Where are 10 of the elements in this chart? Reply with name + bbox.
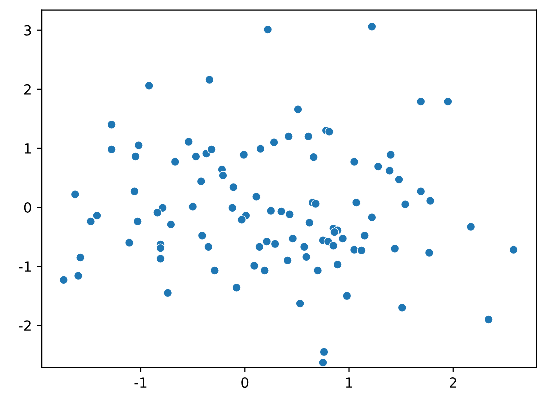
y-tick-label: 2	[24, 84, 31, 95]
y-tick-label: 1	[25, 144, 32, 154]
x-tick-label: 1	[346, 378, 352, 388]
x-tick-label: 0	[242, 378, 249, 388]
x-tick-label: -1	[134, 378, 147, 388]
y-tick-label: 0	[24, 202, 32, 214]
y-tick-label: 3	[24, 25, 32, 36]
y-tick-label: -1	[19, 262, 32, 272]
y-tick-label: -2	[19, 320, 31, 331]
x-tick-label: 2	[450, 378, 456, 388]
